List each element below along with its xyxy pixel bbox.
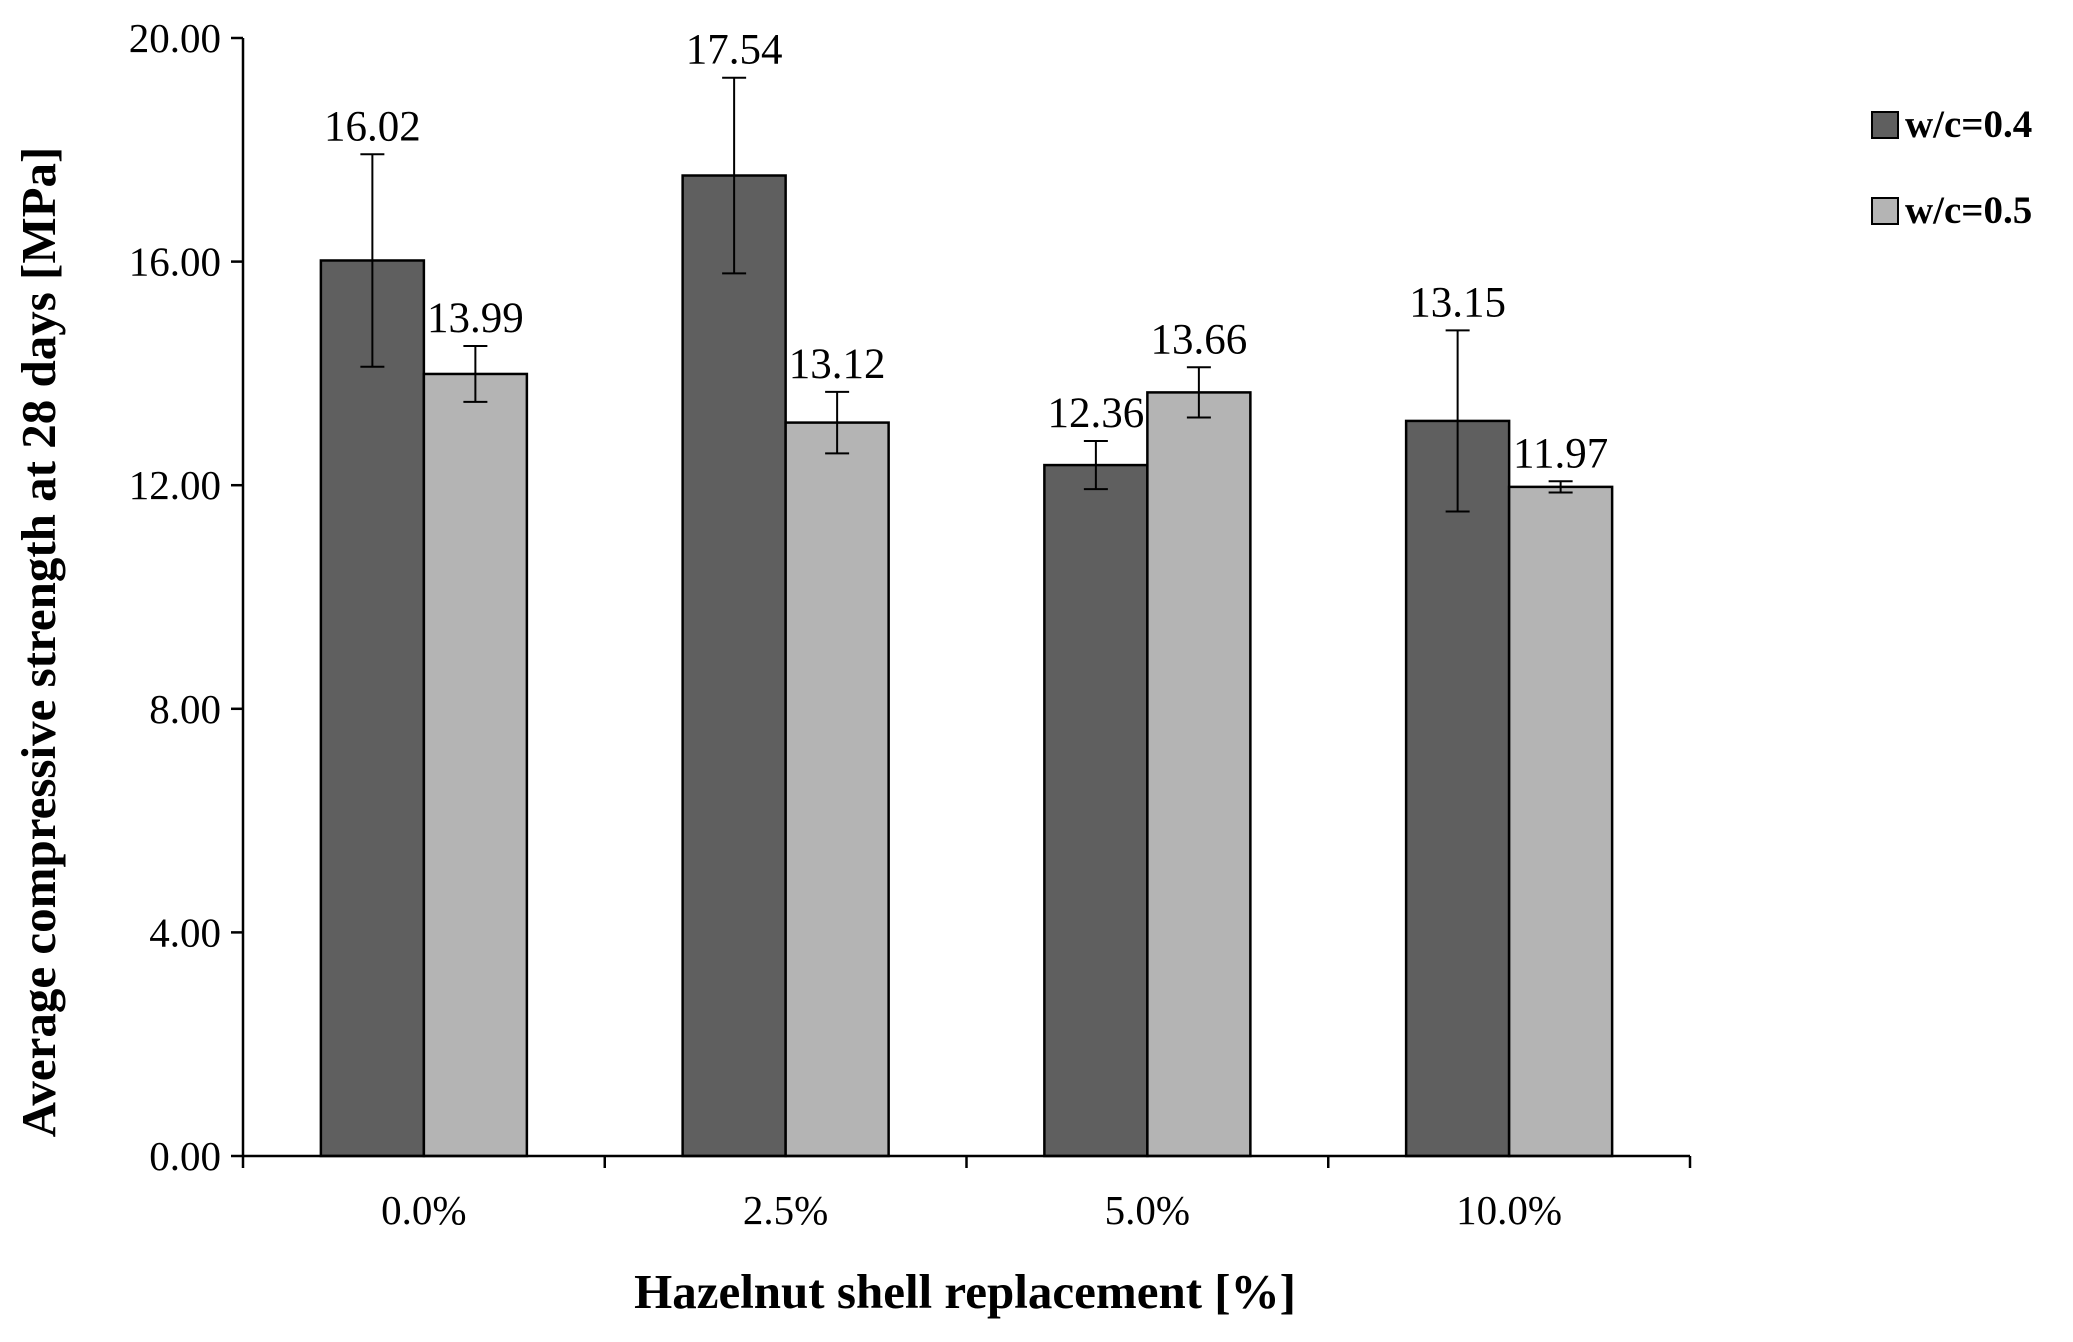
bar-0-1 <box>681 174 787 1158</box>
x-tick-label-2: 5.0% <box>1105 1187 1190 1233</box>
y-tick-label-3: 12.00 <box>129 462 221 508</box>
data-label-0-3: 13.15 <box>1409 279 1506 326</box>
y-axis-title: Average compressive strength at 28 days … <box>11 147 66 1138</box>
y-tick-label-5: 20.00 <box>129 15 221 61</box>
data-label-0-0: 16.02 <box>324 103 421 150</box>
data-label-0-2: 12.36 <box>1048 390 1145 437</box>
legend-item-0: w/c=0.4 <box>1871 103 2032 146</box>
bar-1-2 <box>1146 391 1252 1158</box>
bar-0-2 <box>1043 463 1149 1158</box>
legend-label-0: w/c=0.4 <box>1905 103 2032 146</box>
x-tick-label-0: 0.0% <box>381 1187 466 1233</box>
error-bar-0-2 <box>1083 440 1108 491</box>
y-tick-label-4: 16.00 <box>129 239 221 285</box>
bar-1-3 <box>1507 485 1614 1158</box>
x-tick-label-1: 2.5% <box>743 1187 828 1233</box>
error-bar-1-0 <box>463 345 488 403</box>
legend-swatch-0 <box>1871 111 1899 139</box>
error-bar-1-1 <box>825 390 850 455</box>
bar-0-3 <box>1404 419 1511 1158</box>
data-label-0-1: 17.54 <box>686 27 783 74</box>
legend: w/c=0.4 w/c=0.5 <box>1871 103 2032 232</box>
data-label-1-3: 11.97 <box>1513 430 1608 477</box>
legend-item-1: w/c=0.5 <box>1871 189 2032 232</box>
y-tick-label-1: 4.00 <box>149 909 221 955</box>
bars-layer <box>319 174 1614 1158</box>
error-bar-1-2 <box>1186 366 1211 419</box>
bar-1-0 <box>422 372 529 1158</box>
y-tick-label-0: 0.00 <box>149 1133 221 1179</box>
error-bar-0-3 <box>1445 329 1470 513</box>
x-axis-title: Hazelnut shell replacement [%] <box>634 1264 1296 1319</box>
bar-1-1 <box>784 421 890 1158</box>
error-bar-0-0 <box>360 153 385 368</box>
x-tick-label-3: 10.0% <box>1456 1187 1562 1233</box>
error-bar-0-1 <box>722 76 747 275</box>
axes-layer: 0.0% 2.5% 5.0% 10.0% 0.00 4.00 8.00 12.00 16.00 2… <box>129 15 1692 1233</box>
legend-label-1: w/c=0.5 <box>1905 189 2032 232</box>
data-label-1-0: 13.99 <box>427 295 524 342</box>
data-label-1-1: 13.12 <box>789 341 886 388</box>
error-bars-layer <box>360 76 1573 513</box>
bar-0-0 <box>319 259 426 1158</box>
data-label-1-2: 13.66 <box>1151 316 1248 363</box>
y-tick-label-2: 8.00 <box>149 686 221 732</box>
error-bar-1-3 <box>1548 480 1573 494</box>
legend-swatch-1 <box>1871 197 1899 225</box>
